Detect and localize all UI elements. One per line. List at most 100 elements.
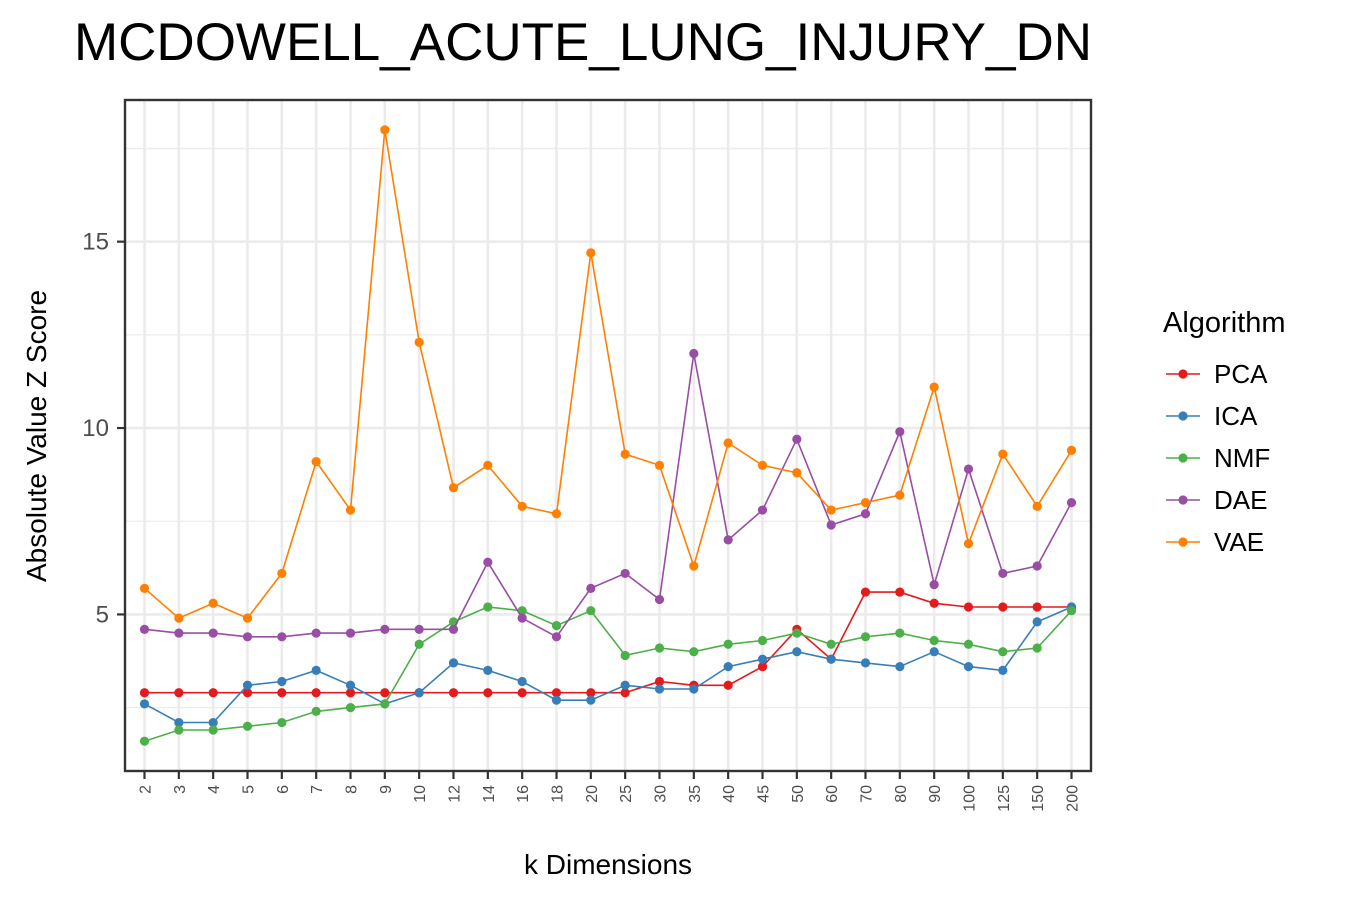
data-point: [860, 658, 871, 668]
data-point: [345, 688, 356, 698]
data-point: [895, 662, 905, 672]
data-point: [654, 643, 665, 653]
legend-label: VAE: [1214, 527, 1264, 557]
data-point: [483, 688, 493, 698]
data-point: [757, 505, 768, 515]
data-point: [963, 464, 974, 474]
data-point: [311, 706, 321, 716]
series-layer: [139, 125, 1077, 746]
x-tick-label: 20: [584, 785, 601, 803]
data-point: [1032, 602, 1042, 612]
data-point: [620, 650, 630, 661]
y-axis: 5 10 15: [82, 229, 125, 628]
data-point: [208, 628, 218, 638]
x-tick-label: 40: [721, 785, 738, 803]
data-point: [311, 456, 321, 467]
data-point: [517, 613, 527, 623]
y-axis-label: Absolute Value Z Score: [21, 290, 52, 582]
legend-label: DAE: [1214, 485, 1267, 515]
x-tick-label: 125: [996, 785, 1013, 812]
data-point: [208, 717, 218, 728]
data-point: [139, 688, 150, 698]
data-point: [311, 665, 321, 675]
data-point: [826, 654, 836, 664]
data-point: [723, 438, 733, 448]
data-point: [689, 684, 699, 694]
data-point: [757, 654, 768, 664]
data-point: [689, 348, 699, 359]
data-point: [860, 498, 871, 508]
data-point: [483, 602, 493, 612]
data-point: [826, 639, 836, 649]
series-ica: [139, 602, 1077, 728]
x-tick-label: 80: [893, 785, 910, 803]
data-point: [895, 427, 905, 437]
x-tick-label: 12: [447, 785, 464, 803]
data-point: [1066, 606, 1077, 616]
data-point: [551, 695, 562, 705]
x-tick-label: 9: [378, 785, 395, 794]
data-point: [483, 557, 493, 567]
data-point: [895, 490, 905, 500]
legend-key-point: [1178, 411, 1188, 421]
data-point: [757, 662, 768, 672]
data-point: [586, 606, 596, 616]
data-point: [242, 721, 253, 731]
data-point: [757, 460, 768, 470]
data-point: [586, 695, 596, 705]
x-tick-label: 150: [1030, 785, 1047, 812]
x-axis: 2 3 4 5 6 7 8 9 10 12 14 16 18 20 25 30 35 40 45 50 60 70 80 90…: [138, 771, 1082, 812]
data-point: [551, 509, 562, 519]
data-point: [860, 587, 871, 597]
data-point: [723, 662, 733, 672]
data-point: [242, 680, 253, 690]
x-tick-label: 10: [412, 785, 429, 803]
legend: Algorithm PCA ICA NMF DAE VAE: [1163, 307, 1286, 557]
data-point: [792, 434, 802, 444]
data-point: [895, 628, 905, 638]
data-point: [586, 248, 596, 258]
x-tick-label: 25: [618, 785, 635, 803]
data-point: [1032, 617, 1042, 627]
series-line: [144, 606, 1073, 742]
x-tick-label: 50: [790, 785, 807, 803]
x-tick-label: 8: [344, 785, 361, 794]
data-point: [139, 736, 150, 746]
data-point: [448, 688, 459, 698]
data-point: [414, 639, 424, 649]
x-tick-label: 6: [275, 785, 292, 794]
data-point: [620, 449, 630, 459]
data-point: [895, 587, 905, 597]
data-point: [517, 676, 527, 687]
data-point: [414, 337, 424, 347]
data-point: [380, 624, 390, 634]
data-point: [1066, 498, 1077, 508]
data-point: [1032, 561, 1042, 571]
x-tick-label: 16: [515, 785, 532, 803]
data-point: [929, 598, 939, 608]
data-point: [483, 460, 493, 470]
legend-item-dae: DAE: [1166, 485, 1267, 515]
data-point: [826, 505, 836, 515]
data-point: [277, 676, 287, 687]
x-tick-label: 7: [309, 785, 326, 794]
data-point: [277, 568, 287, 579]
data-point: [174, 613, 184, 623]
y-tick-label: 5: [96, 601, 109, 628]
data-point: [654, 676, 665, 687]
data-point: [586, 688, 596, 698]
data-point: [620, 568, 630, 579]
data-point: [723, 680, 733, 690]
data-point: [792, 468, 802, 478]
data-point: [723, 535, 733, 545]
data-point: [208, 725, 218, 735]
x-tick-label: 45: [756, 785, 773, 803]
data-point: [380, 125, 390, 135]
data-point: [998, 602, 1008, 612]
series-dae: [139, 348, 1077, 642]
data-point: [242, 688, 253, 698]
legend-item-vae: VAE: [1166, 527, 1264, 557]
legend-label: NMF: [1214, 443, 1270, 473]
data-point: [174, 725, 184, 735]
series-line: [144, 606, 1072, 724]
